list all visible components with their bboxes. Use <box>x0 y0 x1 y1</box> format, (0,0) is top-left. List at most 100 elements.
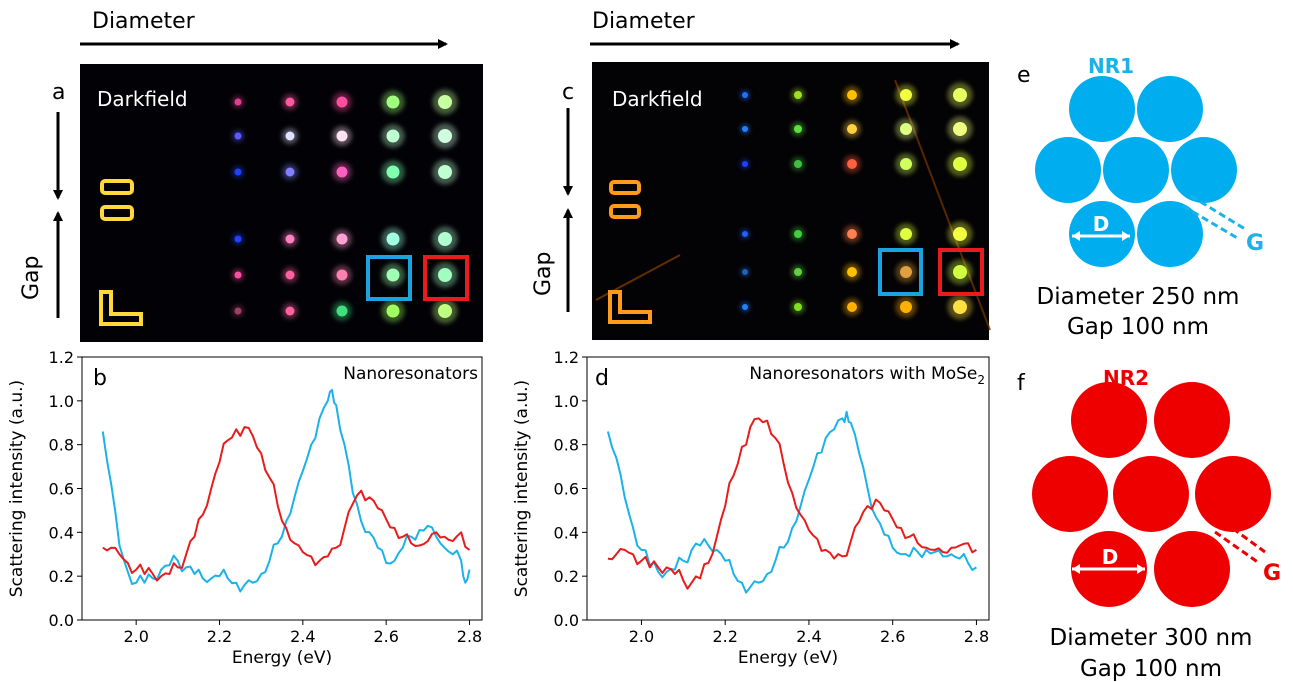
nanoresonator-dot <box>742 304 748 310</box>
y-tick-label: 0.0 <box>49 611 74 630</box>
nanoresonator-dot <box>953 300 967 314</box>
nanoresonator-dot <box>953 227 967 241</box>
darkfield-title-c: Darkfield <box>612 87 703 111</box>
hexamer-diagram-nr2 <box>1032 382 1271 607</box>
nanoresonator-dot <box>336 166 348 178</box>
highlight-box-blue-a <box>366 255 412 301</box>
g-dash-1-f <box>1223 520 1266 554</box>
nanoresonator-dot <box>285 97 295 107</box>
nanoparticle-circle <box>1103 137 1169 203</box>
marker-bar-1-c <box>609 180 641 195</box>
x-tick-label: 2.6 <box>880 627 905 646</box>
marker-bar-2-a <box>100 205 134 221</box>
nanoparticle-circle <box>1069 76 1135 142</box>
plot-frame <box>81 356 483 621</box>
g-label-f: G <box>1263 561 1281 586</box>
x-tick-label: 2.0 <box>123 627 148 646</box>
y-axis-label: Scattering intensity (a.u.) <box>7 380 27 597</box>
nanoresonator-dot <box>742 92 748 98</box>
nanoresonator-dot <box>386 129 400 143</box>
highlight-box-red-a <box>423 255 469 301</box>
nanoresonator-dot <box>900 89 912 101</box>
y-axis-label: Scattering intensity (a.u.) <box>512 380 532 597</box>
nanoresonator-dot <box>847 229 857 239</box>
nanoresonator-dot <box>438 268 452 282</box>
y-tick-label: 0.8 <box>49 436 74 455</box>
nanoresonator-dot <box>900 123 912 135</box>
x-tick-label: 2.4 <box>796 627 821 646</box>
nanoparticle-circle <box>1171 137 1237 203</box>
nanoresonator-dot <box>742 269 748 275</box>
y-tick-label: 0.0 <box>554 611 579 630</box>
nanoresonator-dot <box>900 228 912 240</box>
nanoresonator-dot <box>847 124 857 134</box>
nr1-gap-text: Gap 100 nm <box>1067 314 1209 340</box>
nanoresonator-dot <box>794 230 802 238</box>
nanoresonator-dot <box>742 231 748 237</box>
panel-letter-e: e <box>1017 63 1031 88</box>
nanoresonator-dot <box>386 232 400 246</box>
nanoparticle-circle <box>1069 201 1135 267</box>
chart-title-subscript: 2 <box>977 373 985 387</box>
spectrum-chart-d: d 2.0 2.2 2.4 2.6 2.8 0.0 0.2 0.4 0.6 0.8 1.0 1.2 En… <box>512 348 990 668</box>
nanoresonator-dot <box>438 232 452 246</box>
nanoparticle-circle <box>1154 382 1230 458</box>
nanoparticle-circle <box>1035 137 1101 203</box>
nanoresonator-dot <box>438 304 452 318</box>
nanoresonator-dot <box>847 302 857 312</box>
spectrum-chart-b: b 2.0 2.2 2.4 2.6 2.8 0.0 0.2 0.4 0.6 0.8 1.0 1.2 En… <box>7 348 483 668</box>
y-tick-label: 0.4 <box>554 523 579 542</box>
nanoresonator-dot <box>234 168 242 176</box>
spectrum-series-line <box>102 426 471 582</box>
nanoresonator-dot <box>953 88 967 102</box>
nanoparticle-circle <box>1032 456 1108 532</box>
darkfield-title-a: Darkfield <box>97 87 188 111</box>
panel-f: f NR2 D G Diameter 300 nm Gap 100 nm <box>1017 366 1281 682</box>
nanoresonator-dot <box>336 130 348 142</box>
nanoparticle-circle <box>1154 531 1230 607</box>
gap-label-c: Gap <box>531 252 556 297</box>
nanoresonator-dot <box>794 125 802 133</box>
y-tick-label: 0.2 <box>554 567 579 586</box>
nanoresonator-dot <box>386 95 400 109</box>
nanoresonator-array-c <box>739 82 973 320</box>
nr1-title: NR1 <box>1088 54 1134 78</box>
x-tick-label: 2.2 <box>207 627 232 646</box>
nanoresonator-dot <box>953 122 967 136</box>
nanoresonator-dot <box>900 266 912 278</box>
nr2-diameter-text: Diameter 300 nm <box>1050 625 1253 651</box>
nanoresonator-dot <box>234 132 242 140</box>
nanoresonator-dot <box>794 91 802 99</box>
g-label-e: G <box>1246 231 1264 256</box>
spectrum-series-line <box>101 388 471 593</box>
panel-letter-f: f <box>1017 371 1026 396</box>
nr2-gap-text: Gap 100 nm <box>1080 656 1222 682</box>
marker-t-a <box>99 290 143 326</box>
nanoresonator-dot <box>953 157 967 171</box>
chart-title: Nanoresonators with MoSe2 <box>749 364 985 387</box>
x-tick-label: 2.2 <box>712 627 737 646</box>
x-tick-label: 2.0 <box>629 627 654 646</box>
nanoresonator-dot <box>794 303 802 311</box>
nanoresonator-dot <box>847 267 857 277</box>
nanoresonator-dot <box>285 270 295 280</box>
nanoresonator-dot <box>742 126 748 132</box>
nanoresonator-dot <box>234 271 242 279</box>
y-tick-label: 0.6 <box>554 480 579 499</box>
nanoresonator-dot <box>285 306 295 316</box>
panel-c: Diameter c Gap Darkfield <box>531 9 991 340</box>
panel-letter-c: c <box>562 80 574 105</box>
d-label-f: D <box>1102 545 1119 569</box>
diameter-label-c: Diameter <box>592 9 696 34</box>
x-tick-label: 2.8 <box>457 627 482 646</box>
d-label-e: D <box>1093 212 1110 236</box>
nanoparticle-circle <box>1137 201 1203 267</box>
x-tick-label: 2.4 <box>290 627 315 646</box>
nanoresonator-array-a <box>231 89 458 324</box>
nanoresonator-dot <box>336 269 348 281</box>
y-tick-label: 1.0 <box>49 392 74 411</box>
nanoresonator-dot <box>336 96 348 108</box>
x-tick-label: 2.8 <box>964 627 989 646</box>
darkfield-image-a <box>80 64 483 342</box>
